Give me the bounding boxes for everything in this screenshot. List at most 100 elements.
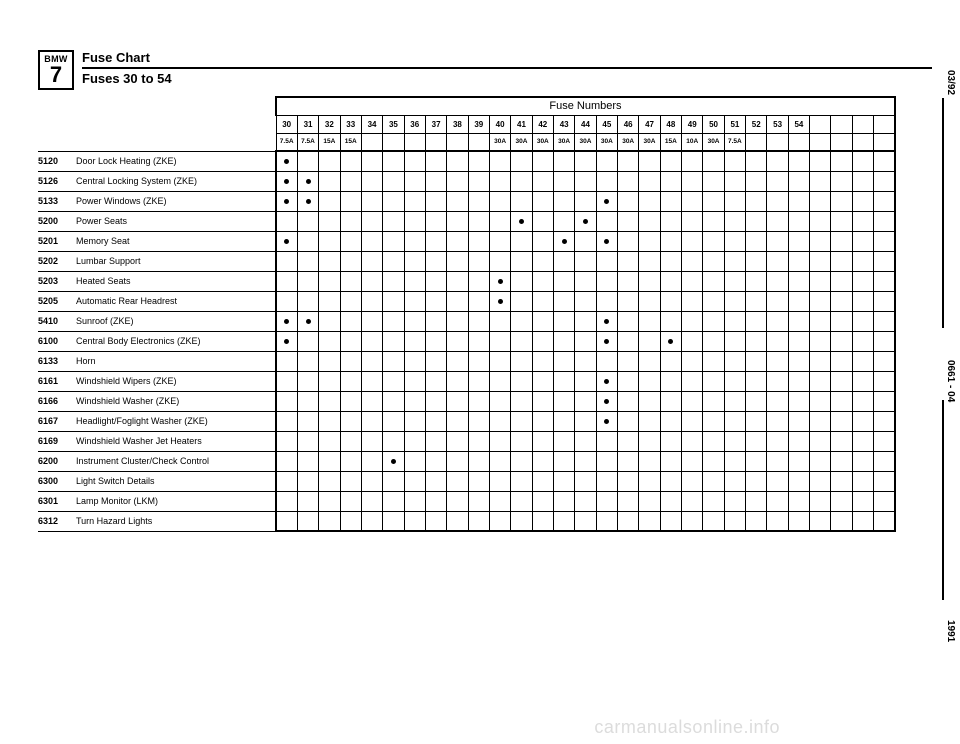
header: BMW 7 Fuse Chart Fuses 30 to 54 — [38, 50, 940, 90]
grid-cell — [532, 151, 553, 171]
grid-cell — [425, 211, 446, 231]
grid-cell — [511, 171, 532, 191]
grid-cell — [447, 251, 468, 271]
grid-cell — [852, 171, 873, 191]
grid-cell — [276, 451, 297, 471]
grid-cell — [404, 491, 425, 511]
grid-cell — [340, 271, 361, 291]
grid-cell — [660, 291, 681, 311]
grid-cell — [746, 511, 767, 531]
grid-cell — [447, 411, 468, 431]
watermark: carmanualsonline.info — [594, 717, 780, 738]
grid-cell — [703, 491, 724, 511]
grid-cell — [746, 451, 767, 471]
grid-cell — [596, 291, 617, 311]
grid-cell — [425, 511, 446, 531]
grid-cell — [297, 511, 318, 531]
grid-cell — [660, 431, 681, 451]
grid-cell — [383, 511, 404, 531]
grid-cell — [639, 331, 660, 351]
grid-cell — [660, 371, 681, 391]
grid-cell — [874, 151, 895, 171]
grid-cell — [874, 471, 895, 491]
side-label-bot: 1991 — [945, 620, 956, 642]
grid-cell — [319, 271, 340, 291]
grid-cell — [724, 411, 745, 431]
grid-cell — [404, 431, 425, 451]
grid-cell — [404, 271, 425, 291]
grid-cell — [682, 151, 703, 171]
grid-cell — [489, 371, 510, 391]
grid-cell — [596, 331, 617, 351]
amp-header: 30A — [703, 133, 724, 151]
grid-cell — [532, 471, 553, 491]
grid-cell — [319, 351, 340, 371]
amp-header: 30A — [596, 133, 617, 151]
grid-cell — [468, 471, 489, 491]
grid-cell — [831, 331, 852, 351]
grid-cell — [660, 231, 681, 251]
grid-cell — [724, 391, 745, 411]
dot-icon — [306, 179, 311, 184]
grid-cell — [404, 351, 425, 371]
grid-cell — [810, 371, 831, 391]
grid-cell — [703, 311, 724, 331]
row-desc: Lumbar Support — [76, 251, 276, 271]
grid-cell — [319, 291, 340, 311]
dot-icon — [604, 399, 609, 404]
grid-cell — [874, 371, 895, 391]
grid-cell — [746, 431, 767, 451]
grid-cell — [788, 251, 809, 271]
grid-cell — [361, 491, 382, 511]
grid-cell — [639, 511, 660, 531]
grid-cell — [618, 191, 639, 211]
grid-cell — [831, 351, 852, 371]
grid-cell — [447, 451, 468, 471]
grid-cell — [682, 231, 703, 251]
grid-cell — [810, 271, 831, 291]
grid-cell — [361, 451, 382, 471]
grid-cell — [511, 491, 532, 511]
grid-cell — [468, 351, 489, 371]
grid-cell — [724, 171, 745, 191]
grid-cell — [425, 491, 446, 511]
grid-cell — [810, 331, 831, 351]
grid-cell — [340, 311, 361, 331]
grid-cell — [489, 291, 510, 311]
dot-icon — [306, 199, 311, 204]
grid-cell — [575, 491, 596, 511]
grid-cell — [297, 151, 318, 171]
row-code: 6300 — [38, 471, 76, 491]
grid-cell — [319, 331, 340, 351]
grid-cell — [383, 171, 404, 191]
logo-line2: 7 — [50, 64, 62, 86]
grid-cell — [660, 151, 681, 171]
grid-cell — [511, 471, 532, 491]
grid-cell — [340, 391, 361, 411]
grid-cell — [788, 311, 809, 331]
amp-header: 30A — [553, 133, 574, 151]
grid-cell — [340, 491, 361, 511]
grid-cell — [810, 151, 831, 171]
grid-cell — [425, 451, 446, 471]
grid-cell — [447, 471, 468, 491]
grid-cell — [767, 351, 788, 371]
col-header — [810, 115, 831, 133]
grid-cell — [553, 351, 574, 371]
grid-cell — [682, 411, 703, 431]
grid-cell — [404, 391, 425, 411]
grid-cell — [404, 331, 425, 351]
grid-cell — [575, 331, 596, 351]
grid-cell — [297, 471, 318, 491]
grid-cell — [319, 491, 340, 511]
row-code: 6100 — [38, 331, 76, 351]
grid-cell — [703, 191, 724, 211]
grid-cell — [468, 411, 489, 431]
grid-cell — [553, 451, 574, 471]
grid-cell — [383, 271, 404, 291]
grid-cell — [639, 171, 660, 191]
grid-cell — [639, 351, 660, 371]
grid-cell — [340, 511, 361, 531]
grid-cell — [831, 251, 852, 271]
grid-cell — [682, 471, 703, 491]
